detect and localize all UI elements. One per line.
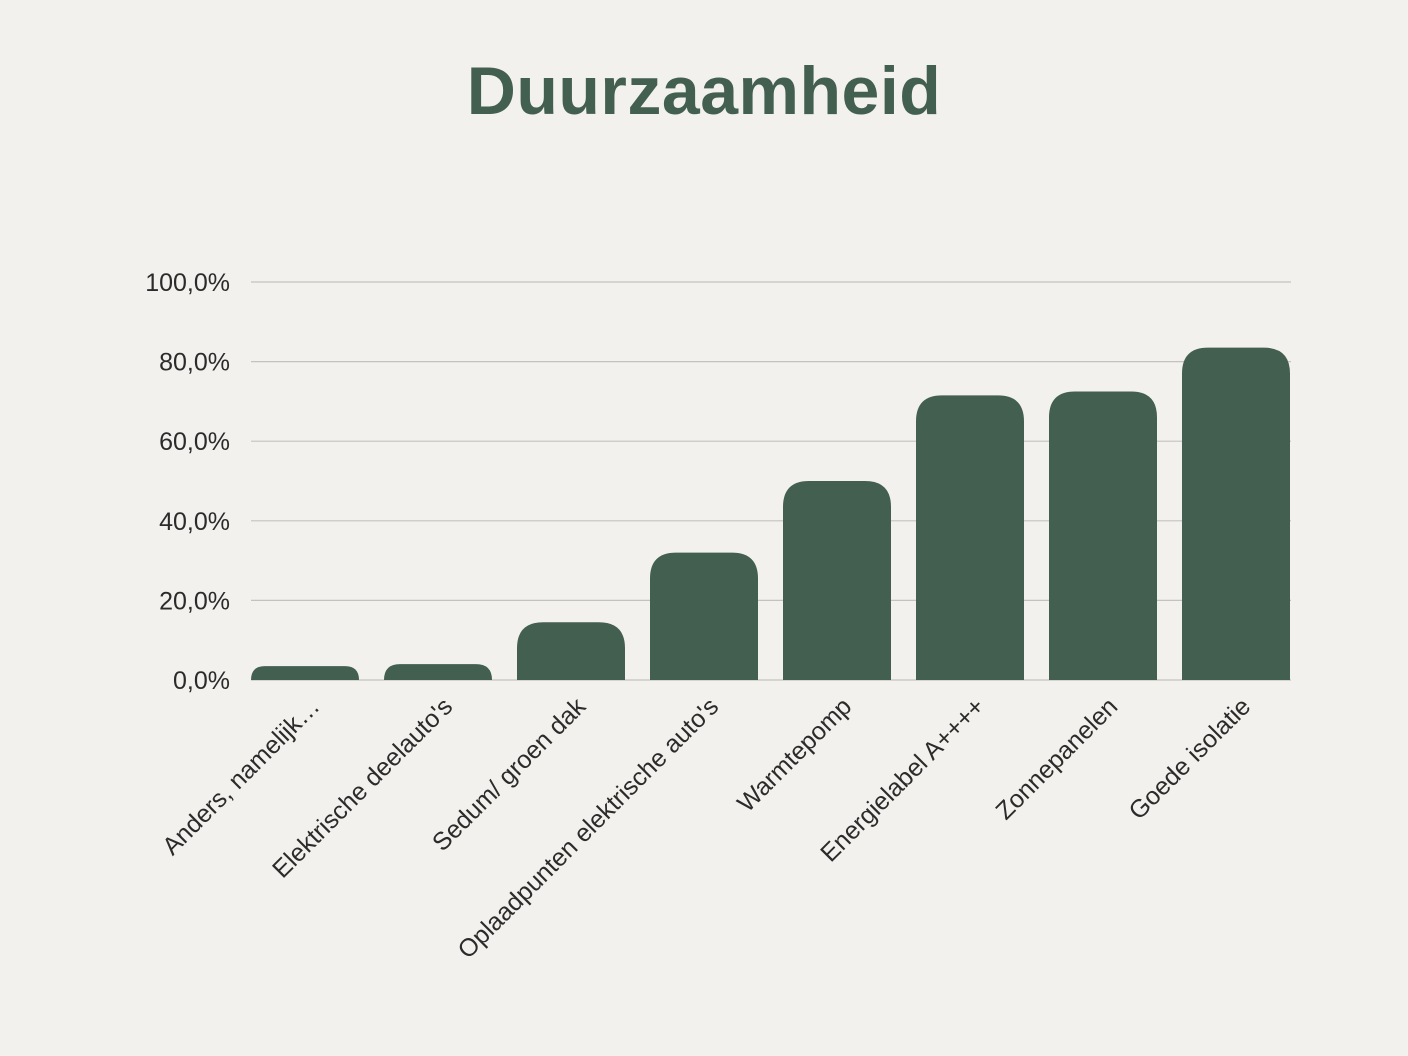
- y-tick-label: 100,0%: [145, 269, 230, 297]
- bar: [251, 666, 359, 680]
- y-tick-label: 60,0%: [159, 428, 230, 456]
- bar: [1049, 391, 1157, 680]
- y-tick-label: 80,0%: [159, 349, 230, 377]
- y-tick-label: 20,0%: [159, 587, 230, 615]
- chart-title: Duurzaamheid: [466, 53, 942, 129]
- bar: [384, 664, 492, 680]
- bar: [650, 552, 758, 680]
- x-tick-label: Zonnepanelen: [990, 692, 1123, 825]
- y-tick-label: 0,0%: [173, 667, 230, 695]
- bar: [1182, 347, 1290, 680]
- bar: [783, 481, 891, 680]
- bars: [251, 347, 1290, 680]
- x-axis-labels: Anders, namelijk…Elektrische deelauto'sS…: [157, 692, 1256, 964]
- bar: [916, 395, 1024, 680]
- y-tick-label: 40,0%: [159, 508, 230, 536]
- x-tick-label: Oplaadpunten elektrische auto's: [452, 692, 724, 964]
- x-tick-label: Warmtepomp: [732, 692, 857, 817]
- x-tick-label: Goede isolatie: [1123, 692, 1256, 825]
- bar: [517, 622, 625, 680]
- y-axis-ticks: 0,0% 20,0% 40,0% 60,0% 80,0% 100,0%: [145, 269, 230, 695]
